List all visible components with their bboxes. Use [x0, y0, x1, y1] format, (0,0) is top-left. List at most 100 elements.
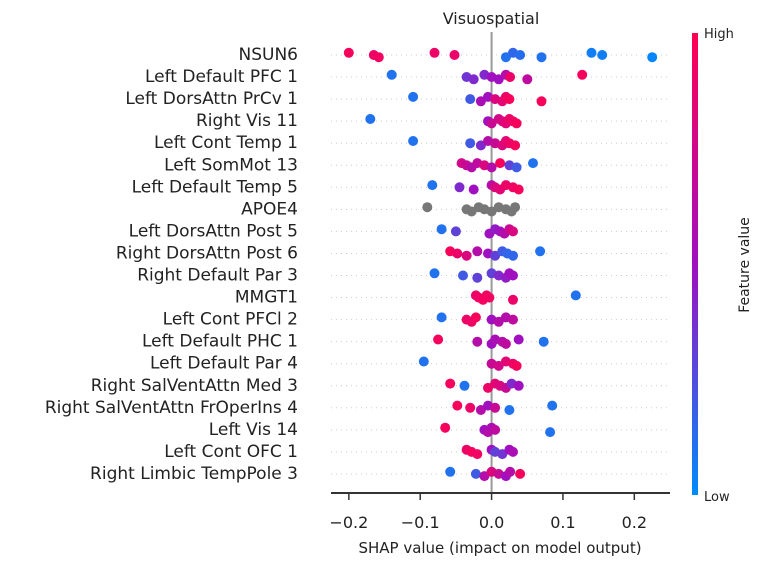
feature-label: Right SalVentAttn FrOperIns 4	[45, 398, 298, 418]
feature-label: MMGT1	[235, 288, 298, 308]
shap-point	[465, 402, 476, 413]
shap-point	[508, 294, 518, 305]
feature-label: Right Limbic TempPole 3	[90, 464, 298, 484]
shap-point	[515, 468, 526, 479]
shap-point	[479, 471, 490, 482]
feature-label: Right Default Par 3	[137, 266, 298, 286]
shap-point	[433, 334, 444, 345]
feature-label: Right DorsAttn Post 6	[116, 243, 298, 263]
shap-point	[577, 69, 588, 80]
feature-label: Left Cont Temp 1	[154, 133, 298, 153]
shap-point	[495, 158, 506, 169]
feature-label: Left Cont PFCl 2	[163, 310, 298, 330]
x-tick-label: 0.2	[622, 513, 647, 532]
shap-point	[505, 466, 516, 477]
shap-point	[465, 94, 476, 105]
shap-point	[536, 96, 547, 107]
shap-point	[422, 202, 433, 213]
feature-label: Left Default Par 4	[150, 354, 298, 374]
shap-point	[408, 91, 419, 102]
shap-point	[429, 268, 440, 279]
shap-point	[468, 74, 479, 85]
shap-point	[450, 226, 461, 237]
shap-point	[493, 74, 504, 85]
shap-point	[461, 250, 472, 261]
feature-label: Left Vis 14	[209, 420, 298, 440]
feature-label: Right SalVentAttn Med 3	[91, 376, 298, 396]
shap-point	[508, 270, 518, 281]
shap-point	[515, 50, 526, 60]
x-tick-label: 0.1	[550, 513, 575, 532]
x-tick-label: 0.0	[479, 513, 504, 532]
feature-label: Left DorsAttn PrCv 1	[125, 89, 298, 109]
feature-label: NSUN6	[239, 45, 298, 65]
shap-point	[538, 336, 549, 347]
shap-point	[458, 270, 468, 281]
shap-point	[522, 74, 533, 85]
shap-point	[545, 427, 556, 438]
shap-point	[436, 224, 447, 235]
shap-point	[470, 468, 481, 479]
shap-point	[470, 312, 481, 323]
shap-point	[493, 360, 504, 371]
shap-point	[445, 466, 456, 477]
shap-point	[535, 246, 546, 257]
shap-point	[510, 202, 521, 213]
shap-point	[472, 246, 483, 257]
shap-point	[536, 52, 547, 63]
shap-point	[513, 380, 524, 391]
shap-point	[452, 400, 463, 411]
shap-point	[511, 360, 522, 371]
shap-point	[500, 338, 511, 349]
shap-point	[365, 114, 376, 124]
feature-label: Left Default Temp 5	[132, 177, 298, 197]
shap-point	[511, 118, 522, 129]
feature-label: APOE4	[241, 199, 298, 219]
shap-point	[468, 184, 479, 195]
x-tick-label: −0.2	[329, 513, 368, 532]
shap-point	[454, 182, 465, 193]
shap-point	[493, 316, 504, 327]
colorbar-high-label: High	[704, 27, 734, 42]
shap-point	[472, 449, 483, 460]
shap-point	[418, 356, 429, 367]
colorbar-title: Feature value	[737, 217, 753, 313]
shap-point	[647, 52, 658, 63]
shap-point	[586, 47, 597, 58]
shap-point	[547, 400, 558, 411]
chart-title: Visuospatial	[443, 9, 540, 28]
shap-point	[472, 336, 483, 347]
shap-point	[427, 180, 438, 191]
shap-point	[504, 94, 515, 105]
shap-point	[440, 422, 451, 433]
feature-label: Left Default PFC 1	[145, 67, 298, 87]
feature-label: Right Vis 11	[196, 111, 298, 131]
shap-point	[386, 69, 397, 80]
shap-point	[513, 334, 524, 345]
shap-point	[510, 140, 521, 151]
shap-point	[528, 158, 538, 169]
shap-point	[373, 52, 384, 63]
colorbar	[692, 33, 698, 495]
shap-point	[452, 248, 463, 259]
shap-point	[343, 47, 354, 58]
shap-point	[429, 47, 440, 58]
shap-point	[490, 424, 501, 435]
shap-point	[490, 250, 501, 261]
feature-label: Left Cont OFC 1	[164, 442, 298, 462]
shap-point	[513, 184, 524, 195]
shap-points	[343, 47, 658, 482]
shap-point	[449, 50, 460, 60]
shap-point	[597, 50, 608, 60]
shap-point	[490, 402, 501, 413]
shap-point	[570, 290, 581, 301]
feature-label: Left SomMot 13	[164, 155, 298, 175]
shap-point	[508, 226, 518, 237]
x-tick-label: −0.1	[401, 513, 440, 532]
shap-point	[484, 292, 495, 303]
shap-point	[465, 138, 476, 149]
shap-point	[511, 162, 522, 173]
shap-point	[504, 405, 515, 415]
feature-label: Left DorsAttn Post 5	[129, 221, 298, 241]
